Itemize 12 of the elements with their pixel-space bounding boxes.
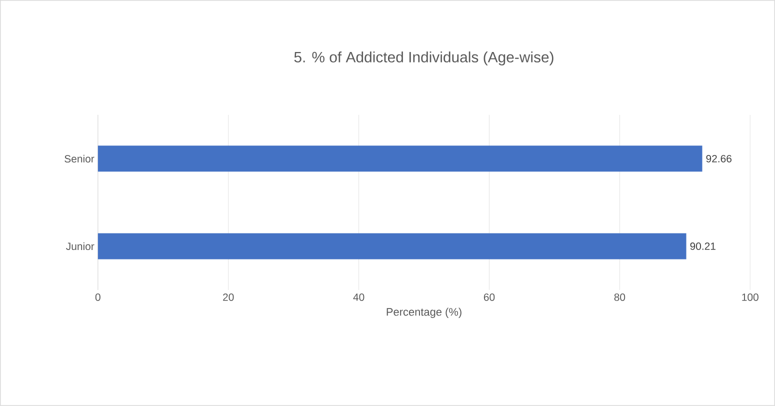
x-tick-label: 40 (353, 294, 364, 301)
x-axis-title: Percentage (%) (386, 308, 462, 318)
y-tick-label: Junior (66, 242, 94, 250)
y-tick-label: Senior (64, 154, 94, 163)
x-tick-label: 100 (742, 294, 758, 301)
data-label: 92.66 (706, 155, 732, 162)
x-tick-label: 0 (95, 294, 100, 301)
x-tick-label: 60 (484, 294, 495, 301)
data-label: 90.21 (690, 242, 716, 250)
x-tick-label: 80 (614, 294, 626, 301)
chart-title: 5. % of Addicted Individuals (Age-wise) (294, 52, 554, 66)
x-tick-label: 20 (223, 294, 234, 301)
